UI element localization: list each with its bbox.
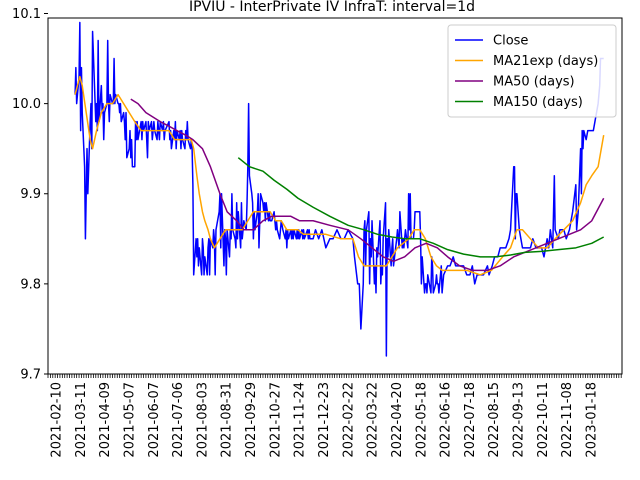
series-line-ma150-days — [237, 157, 605, 258]
legend-entry-label: MA21exp (days) — [493, 54, 598, 69]
x-tick-label: 2021-08-31 — [220, 382, 235, 458]
x-axis: 2021-02-10 2021-03-11 2021-04-09 2021-05-07… — [47, 374, 622, 458]
legend-entry-label: MA150 (days) — [493, 95, 583, 110]
y-axis: 9.7 9.8 9.9 10.0 10.1 — [12, 7, 48, 383]
y-tick-label: 9.8 — [20, 277, 41, 292]
x-tick-label: 2022-05-18 — [414, 382, 429, 458]
x-tick-label: 2023-01-18 — [585, 382, 600, 458]
x-tick-label: 2022-02-22 — [341, 382, 356, 458]
x-tick-label: 2021-03-11 — [74, 382, 89, 458]
x-tick-label: 2022-07-18 — [463, 382, 478, 458]
x-tick-label: 2022-08-15 — [487, 382, 502, 458]
series-line-ma21exp-days — [74, 75, 605, 276]
plot-area — [74, 21, 605, 357]
x-tick-label: 2021-05-07 — [123, 382, 138, 458]
x-tick-label: 2022-09-13 — [512, 382, 527, 458]
x-tick-label: 2021-06-07 — [147, 382, 162, 458]
x-tick-label: 2021-02-10 — [50, 382, 65, 458]
x-tick-label: 2022-11-08 — [560, 382, 575, 458]
legend: Close MA21exp (days) MA50 (days) MA150 (day… — [447, 24, 617, 118]
legend-entry-label: MA50 (days) — [493, 75, 575, 90]
series-line-ma50-days — [130, 98, 605, 272]
y-tick-label: 10.1 — [12, 7, 41, 22]
x-tick-label: 2021-10-27 — [268, 382, 283, 458]
x-tick-label: 2021-08-03 — [195, 382, 210, 458]
y-tick-label: 9.9 — [20, 187, 41, 202]
legend-box — [447, 24, 617, 118]
series-line-close — [74, 21, 604, 357]
y-tick-label: 10.0 — [12, 97, 41, 112]
x-tick-label: 2021-07-06 — [171, 382, 186, 458]
x-tick-label: 2021-09-29 — [244, 382, 259, 458]
y-tick-label: 9.7 — [20, 368, 41, 383]
x-tick-label: 2021-04-09 — [98, 382, 113, 458]
x-tick-label: 2022-03-22 — [366, 382, 381, 458]
x-tick-label: 2021-12-23 — [317, 382, 332, 458]
x-tick-label: 2021-11-24 — [293, 382, 308, 458]
x-tick-label: 2022-06-16 — [439, 382, 454, 458]
legend-entry-label: Close — [493, 34, 528, 49]
x-tick-label: 2022-10-11 — [536, 382, 551, 458]
chart-title: IPVIU - InterPrivate IV InfraT: interval… — [189, 0, 475, 15]
x-tick-label: 2022-04-20 — [390, 382, 405, 458]
